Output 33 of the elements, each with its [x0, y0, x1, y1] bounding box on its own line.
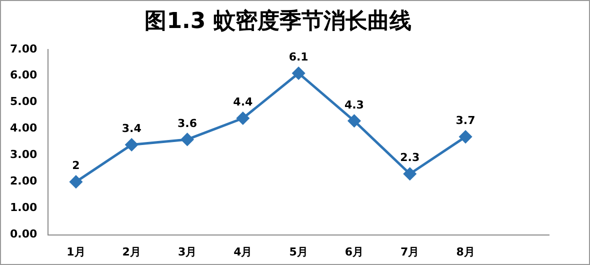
- x-tick-label: 4月: [234, 245, 252, 258]
- data-label: 3.4: [122, 122, 142, 136]
- x-tick-label: 2月: [122, 245, 141, 258]
- point: [292, 66, 305, 80]
- y-tick-label: 3.00: [10, 148, 38, 162]
- y-tick-label: 5.00: [10, 95, 38, 108]
- y-tick-label: 4.00: [10, 122, 38, 135]
- data-label: 2: [72, 159, 80, 172]
- y-tick-label: 6.00: [10, 68, 38, 82]
- point: [70, 176, 82, 188]
- data-label: 4.3: [344, 98, 364, 112]
- y-tick-label: 2.00: [10, 174, 38, 188]
- data-label: 3.7: [456, 114, 476, 128]
- point: [125, 138, 138, 151]
- point: [181, 133, 194, 146]
- x-tick-label: 6月: [344, 245, 364, 258]
- data-label: 4.4: [233, 96, 253, 109]
- data-label: 2.3: [400, 151, 420, 164]
- x-tick-label: 8月: [456, 245, 475, 258]
- point: [236, 112, 250, 125]
- data-label: 6.1: [288, 50, 308, 64]
- point: [404, 168, 416, 180]
- point: [459, 130, 472, 144]
- y-tick-label: 1.00: [10, 201, 38, 214]
- x-tick-label: 7月: [400, 245, 420, 258]
- data-label: 3.6: [178, 116, 198, 130]
- x-tick-label: 5月: [289, 245, 308, 258]
- chart-title: 图1.3 蚊密度季节消长曲线: [144, 8, 412, 34]
- x-tick-label: 1月: [66, 245, 86, 258]
- y-tick-label: 0.00: [10, 228, 38, 241]
- y-tick-label: 7.00: [10, 42, 38, 56]
- x-tick-label: 3月: [178, 245, 197, 258]
- point: [348, 114, 360, 128]
